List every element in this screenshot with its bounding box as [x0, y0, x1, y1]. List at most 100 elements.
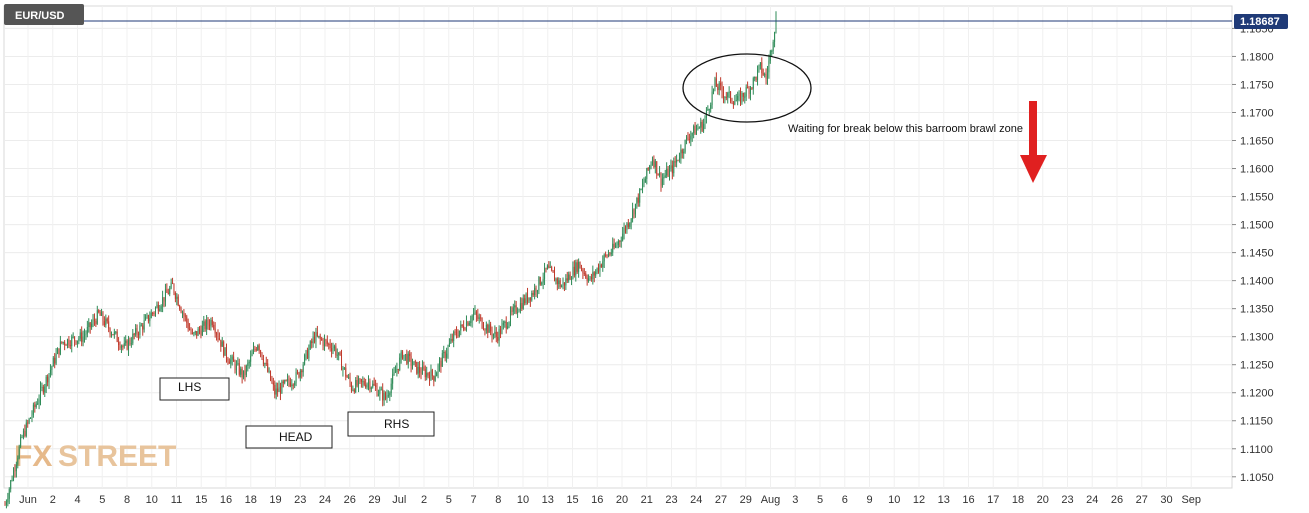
candle-body: [683, 151, 685, 154]
candle: [265, 356, 267, 367]
candle: [413, 361, 415, 366]
candle: [261, 352, 263, 360]
candle-body: [397, 368, 399, 370]
candle: [345, 363, 347, 381]
candle-body: [214, 328, 216, 334]
candle-body: [218, 338, 220, 340]
candle: [331, 342, 333, 358]
candle-body: [208, 324, 210, 327]
candle-body: [75, 340, 77, 344]
candle-body: [265, 363, 267, 365]
candle-body: [35, 404, 37, 407]
candle-body: [308, 348, 310, 359]
candle: [477, 308, 479, 322]
candle-body: [98, 310, 100, 313]
candle-body: [115, 331, 117, 333]
candle: [210, 317, 212, 331]
candle-body: [299, 370, 301, 378]
candle: [71, 334, 73, 353]
candle: [539, 276, 541, 286]
candle: [321, 336, 323, 341]
candle: [748, 85, 750, 99]
candle-body: [456, 331, 458, 336]
candle: [28, 417, 30, 425]
candle: [766, 65, 768, 85]
candle: [231, 354, 233, 366]
candle-body: [708, 109, 710, 111]
candle: [358, 375, 360, 393]
candle: [734, 95, 736, 106]
candle: [620, 236, 622, 248]
candle: [58, 348, 60, 358]
candle: [251, 349, 253, 357]
candle: [341, 349, 343, 371]
candle: [671, 160, 673, 180]
candle: [678, 152, 680, 163]
candle: [325, 338, 327, 347]
candle: [343, 366, 345, 371]
candle-body: [761, 62, 763, 74]
candle-body: [199, 329, 201, 331]
candle: [45, 374, 47, 394]
x-tick-label: 5: [446, 494, 452, 506]
candle: [142, 322, 144, 336]
candle: [32, 402, 34, 418]
candle-body: [718, 83, 720, 91]
candle-body: [555, 278, 557, 282]
candle-body: [423, 366, 425, 370]
candle-body: [247, 363, 249, 366]
candle: [402, 350, 404, 360]
candle-body: [210, 319, 212, 327]
x-tick-label: 17: [987, 494, 999, 506]
candle-body: [274, 384, 276, 395]
candle-body: [624, 227, 626, 231]
candle: [335, 343, 337, 358]
candle-body: [54, 357, 56, 364]
candle-body: [101, 312, 103, 316]
candle: [203, 315, 205, 333]
candle: [403, 354, 405, 362]
candle: [112, 333, 114, 336]
candle: [545, 267, 547, 273]
candle-body: [329, 343, 331, 349]
candle-body: [693, 126, 695, 133]
candle: [238, 358, 240, 377]
candle: [728, 86, 730, 99]
candle: [742, 92, 744, 102]
fxstreet-watermark-logo: FX STREET: [14, 440, 176, 473]
candle-body: [177, 296, 179, 306]
candle: [592, 265, 594, 285]
candle-body: [500, 328, 502, 334]
candle: [568, 271, 570, 283]
candle-body: [504, 321, 506, 323]
candle: [764, 72, 766, 78]
candle-body: [703, 123, 705, 131]
candle-body: [216, 333, 218, 335]
candle: [296, 369, 298, 375]
candle: [74, 336, 76, 347]
candle: [690, 130, 692, 147]
candle-body: [382, 389, 384, 401]
candle: [684, 139, 686, 154]
candle: [179, 304, 181, 311]
candle: [289, 377, 291, 388]
candle-body: [136, 328, 138, 335]
candle-body: [402, 351, 404, 359]
candle-body: [544, 267, 546, 279]
candle: [430, 364, 432, 381]
candle-body: [65, 344, 67, 346]
candle: [562, 277, 564, 290]
candle: [322, 337, 324, 351]
candle: [20, 434, 22, 449]
candle-body: [553, 272, 555, 282]
candle: [433, 375, 435, 387]
candle-body: [42, 386, 44, 393]
candle-body: [764, 74, 766, 76]
candle: [386, 389, 388, 403]
candle-body: [81, 332, 83, 342]
candle: [224, 347, 226, 356]
candle: [535, 285, 537, 297]
candle: [267, 359, 269, 373]
candle-body: [173, 283, 175, 293]
